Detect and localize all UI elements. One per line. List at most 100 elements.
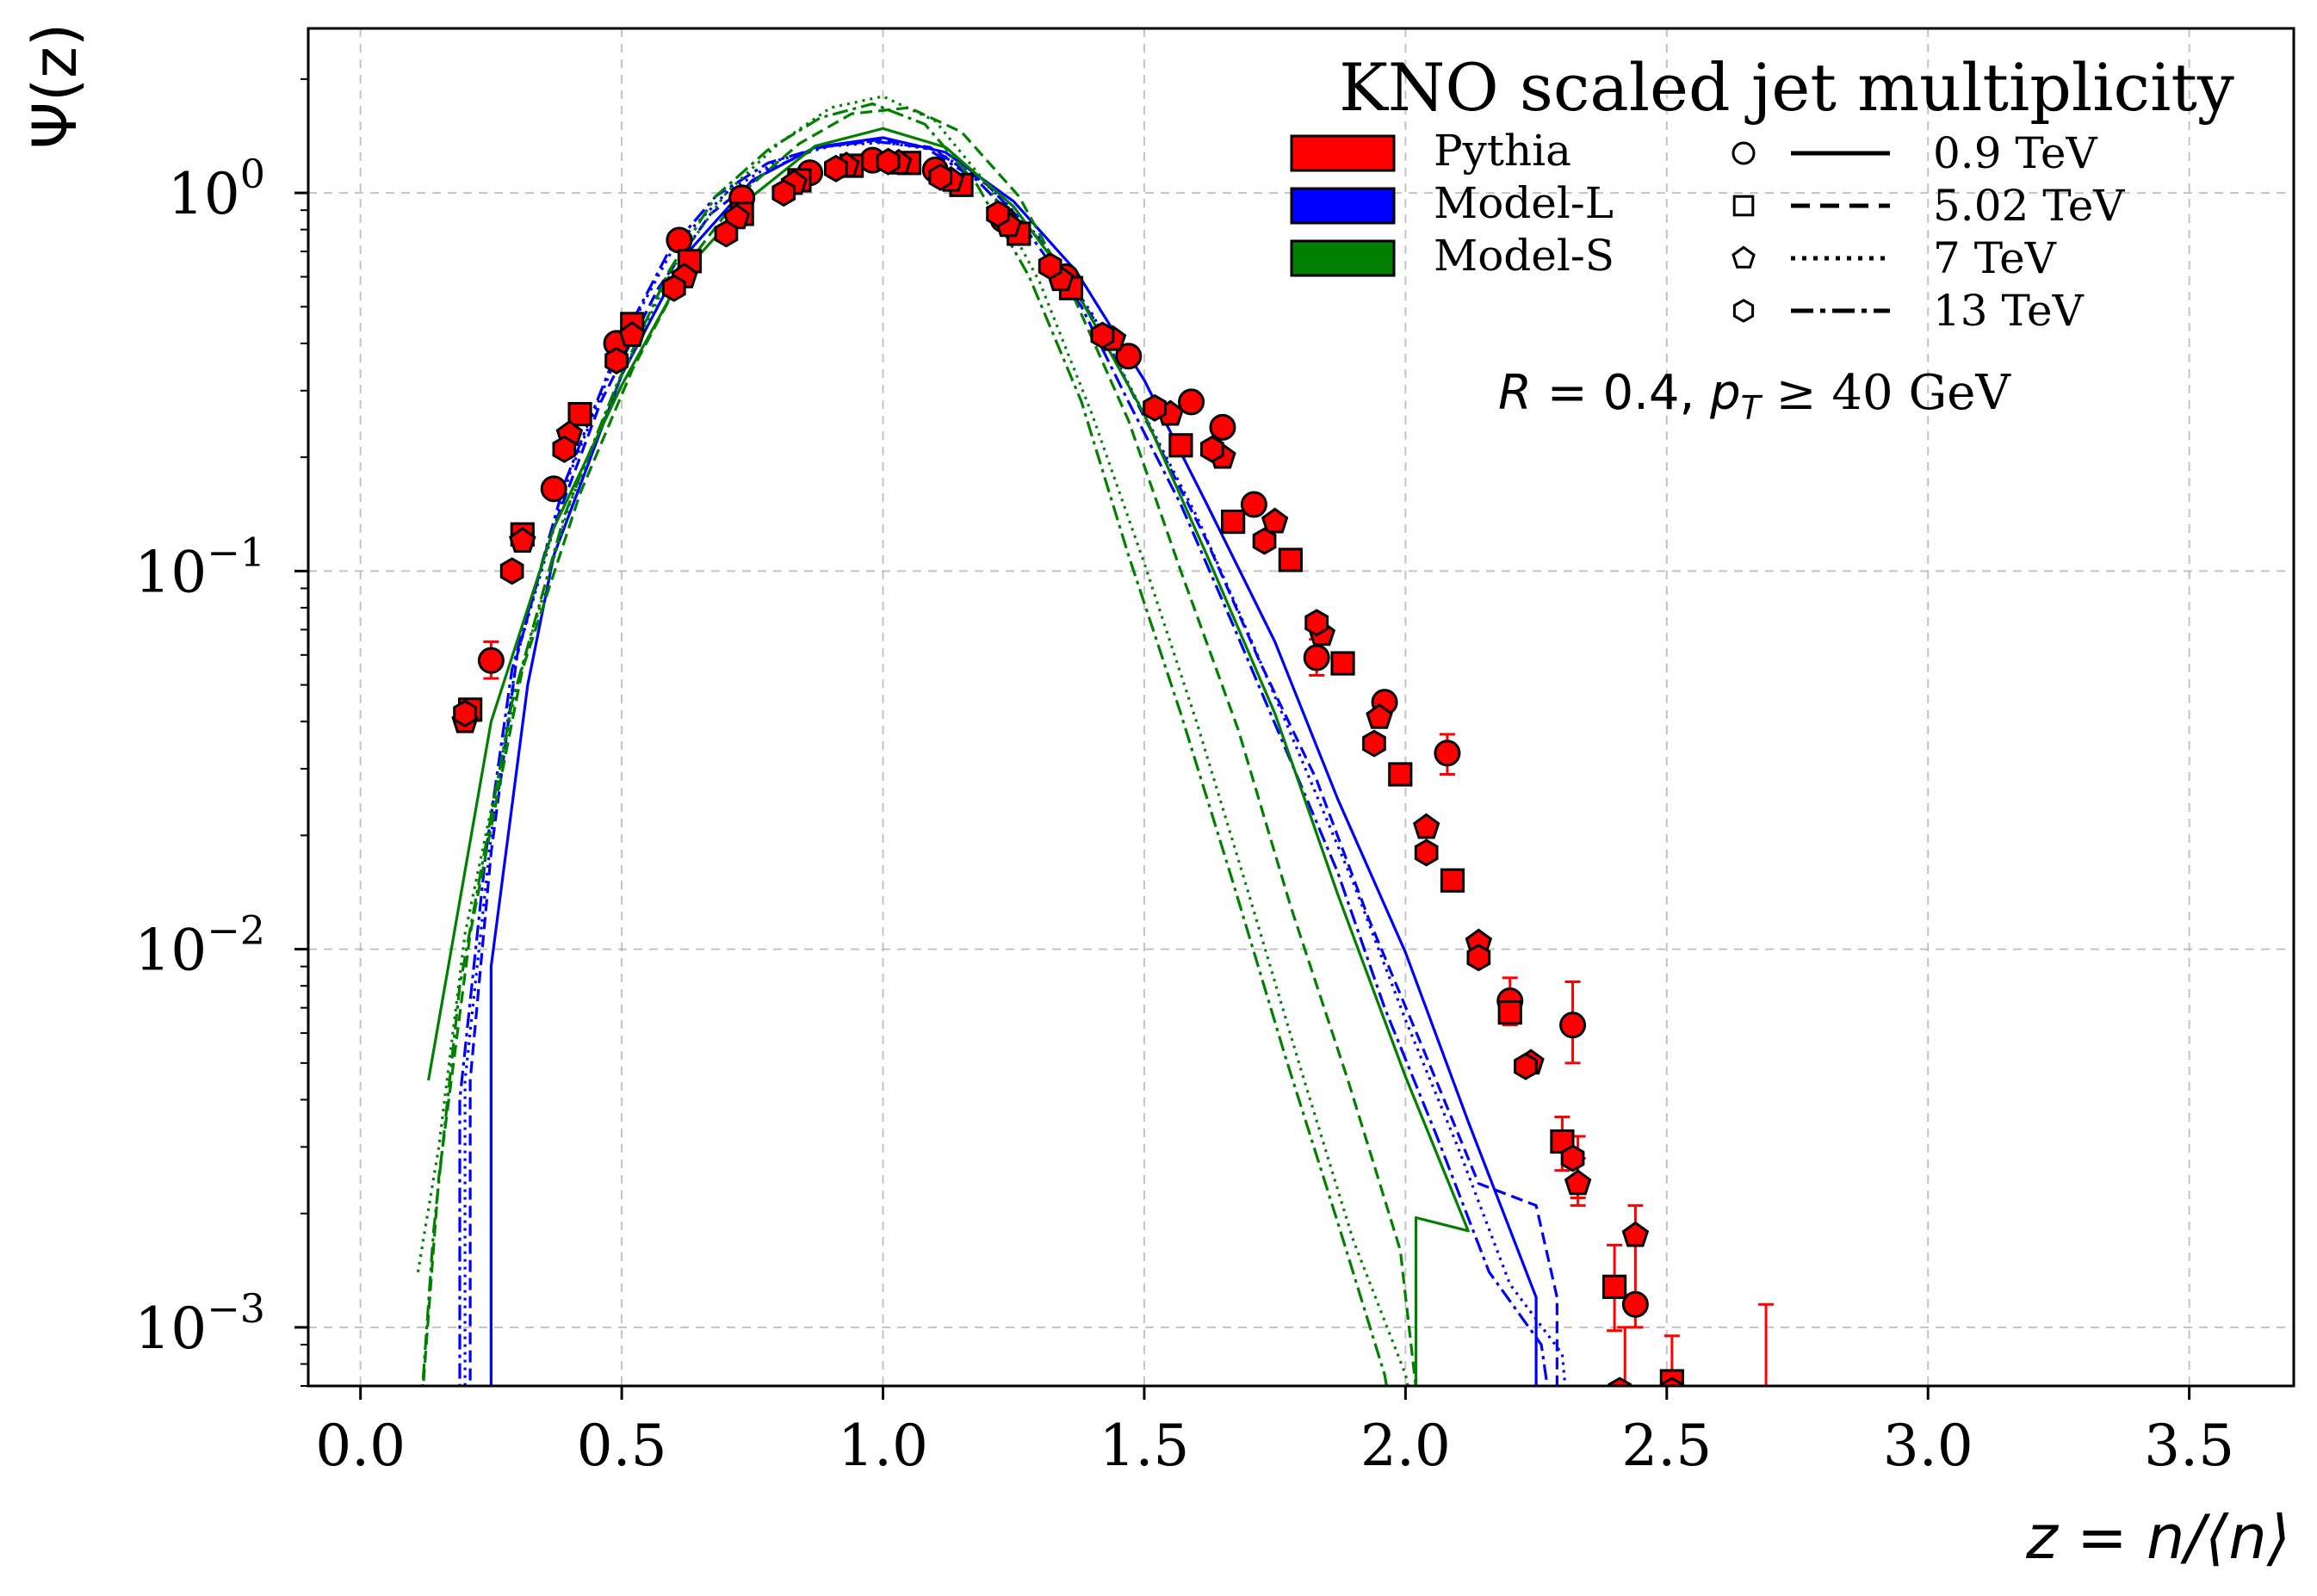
curve-model-s-5-02-tev: [421, 106, 1417, 1386]
error-bar-12: [1758, 1302, 1775, 1386]
pythia-hexagon-point-16: [1304, 609, 1329, 637]
pythia-hexagon-point-5: [714, 220, 739, 248]
y-tick-exponent: −2: [207, 907, 265, 954]
annotation-pt-symbol: p: [1709, 365, 1741, 421]
pythia-hexagon-point-19: [1466, 943, 1491, 972]
legend-marker-pentagon: [1732, 245, 1756, 269]
legend-title: KNO scaled jet multiplicity: [1339, 49, 2234, 126]
pythia-hexagon-point-23: [1660, 1376, 1684, 1386]
pythia-circle-point-14: [1303, 644, 1330, 671]
pythia-circle-point-16: [1434, 739, 1461, 767]
legend-energy-label-1: 5.02 TeV: [1933, 181, 2125, 231]
pythia-hexagon-point-4: [661, 274, 686, 302]
pythia-hexagon-point-20: [1514, 1052, 1538, 1080]
pythia-circle-point-0: [477, 646, 505, 674]
x-tick-label-0: 0.0: [315, 1413, 406, 1479]
pythia-square-point-20: [1602, 1274, 1627, 1299]
pythia-circle-point-10: [1115, 343, 1143, 370]
legend-patch-model-s: [1290, 239, 1396, 277]
x-tick-label-7: 3.5: [2144, 1413, 2234, 1479]
y-tick-label-3: 10−3: [134, 1285, 265, 1362]
pythia-circle-point-13: [1240, 491, 1267, 518]
pythia-hexagon-point-7: [824, 154, 848, 182]
annotation-r-symbol: R: [1498, 365, 1532, 421]
y-tick-base: 10: [134, 918, 207, 984]
curve-model-s-0-9-tev: [427, 127, 1470, 1386]
pythia-square-point-15: [1330, 651, 1355, 676]
pythia-hexagon-point-13: [1143, 393, 1167, 422]
pythia-pentagon-point-21: [1564, 1169, 1592, 1196]
x-tick-label-5: 2.5: [1621, 1413, 1712, 1479]
pythia-hexagon-point-1: [499, 557, 524, 585]
x-tick-label-2: 1.0: [838, 1413, 928, 1479]
pythia-pentagon-point-22: [1621, 1221, 1650, 1247]
pythia-square-point-18: [1497, 1000, 1522, 1025]
pythia-circle-point-18: [1559, 1011, 1587, 1039]
pythia-square-point-19: [1550, 1129, 1575, 1154]
y-tick-label-2: 10−2: [134, 907, 265, 984]
error-bar-10: [1617, 1326, 1633, 1386]
pythia-hexagon-point-8: [876, 147, 901, 176]
pythia-hexagon-point-10: [986, 200, 1010, 228]
pythia-hexagon-point-17: [1362, 729, 1386, 758]
legend-energy-label-0: 0.9 TeV: [1933, 128, 2097, 178]
pythia-hexagon-point-3: [604, 346, 629, 375]
legend-patch-pythia: [1290, 134, 1396, 172]
legend: KNO scaled jet multiplicity PythiaModel-…: [1290, 49, 2234, 336]
pythia-hexagon-point-6: [771, 179, 796, 207]
error-bar-11: [1663, 1334, 1680, 1386]
pythia-square-point-13: [1221, 510, 1246, 535]
pythia-circle-point-1: [540, 475, 567, 503]
x-tick-label-1: 0.5: [577, 1413, 667, 1479]
legend-marker-square: [1732, 195, 1755, 217]
x-tick-label-3: 1.5: [1099, 1413, 1189, 1479]
y-tick-label-1: 10−1: [134, 529, 265, 605]
legend-label-model-l: Model-L: [1434, 178, 1614, 228]
legend-energy-label-3: 13 TeV: [1933, 286, 2085, 336]
model-curves: [416, 95, 1567, 1386]
y-tick-exponent: −3: [207, 1285, 265, 1332]
pythia-hexagon-point-15: [1252, 527, 1277, 555]
pythia-square-point-12: [1168, 433, 1193, 458]
curve-model-l-13-tev: [458, 139, 1549, 1386]
pythia-hexagon-point-18: [1414, 838, 1439, 867]
legend-energy-label-2: 7 TeV: [1933, 233, 2057, 283]
y-tick-base: 10: [134, 539, 207, 605]
pythia-hexagon-point-12: [1090, 321, 1115, 350]
y-axis-label: Ψ(z): [20, 23, 90, 149]
pythia-hexagon-point-9: [928, 163, 953, 191]
pythia-pentagon-point-15: [1261, 507, 1289, 534]
legend-patch-model-l: [1290, 187, 1396, 225]
cut-annotation: R = 0.4, pT ≥ 40 GeV: [1498, 365, 2011, 427]
annotation-pt-value: ≥ 40 GeV: [1761, 365, 2011, 421]
y-tick-base: 10: [134, 1296, 207, 1362]
pythia-hexagon-point-2: [552, 435, 577, 463]
pythia-circle-point-3: [666, 226, 693, 254]
pythia-circle-point-11: [1178, 388, 1205, 416]
pythia-hexagon-point-21: [1560, 1144, 1585, 1172]
pythia-pentagon-point-1: [509, 527, 536, 553]
pythia-circle-point-12: [1209, 413, 1236, 441]
pythia-hexagon-point-14: [1200, 435, 1224, 463]
annotation-pt-subscript: T: [1741, 389, 1763, 427]
pythia-hexagon-point-0: [453, 699, 477, 727]
legend-label-pythia: Pythia: [1434, 126, 1571, 176]
x-axis-ticks: 0.0 0.5 1.0 1.5 2.0 2.5 3.0 3.5: [315, 1386, 2234, 1479]
pythia-pentagon-point-3: [618, 321, 646, 347]
pythia-square-point-16: [1388, 762, 1413, 787]
legend-marker-circle: [1732, 141, 1756, 165]
legend-label-model-s: Model-S: [1434, 231, 1614, 281]
pythia-hexagon-point-11: [1038, 252, 1062, 281]
pythia-circle-point-19: [1621, 1290, 1649, 1318]
annotation-r-value: = 0.4,: [1532, 365, 1710, 421]
curve-model-s-13-tev: [421, 102, 1389, 1386]
pythia-square-point-17: [1440, 868, 1465, 893]
pythia-points: [451, 146, 1684, 1386]
pythia-pentagon-point-17: [1366, 702, 1393, 729]
plot-frame: [307, 27, 2295, 1388]
